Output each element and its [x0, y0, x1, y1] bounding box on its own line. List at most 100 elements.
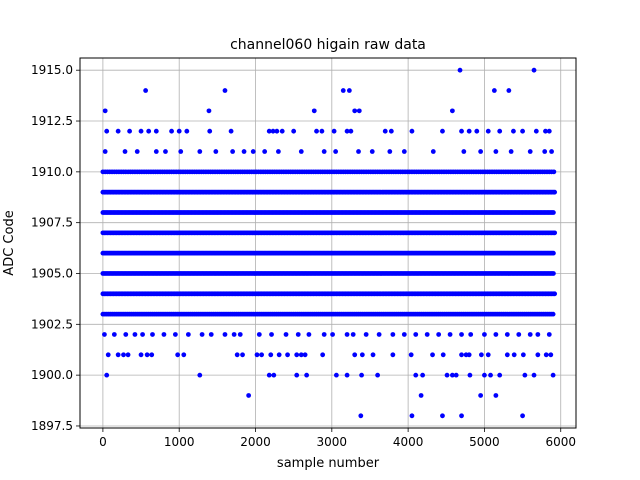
data-point: [132, 332, 138, 337]
data-point: [127, 128, 132, 134]
data-point: [390, 332, 396, 337]
data-point: [493, 149, 499, 154]
data-point: [548, 352, 554, 358]
data-point: [115, 128, 121, 134]
data-point: [208, 332, 214, 337]
data-point: [531, 372, 537, 378]
data-point: [298, 352, 304, 358]
data-point: [333, 149, 339, 154]
data-point: [550, 311, 556, 317]
data-point: [552, 189, 558, 195]
data-point: [522, 372, 528, 378]
data-point: [228, 128, 234, 134]
y-tick-label: 1907.5: [31, 216, 73, 230]
data-point: [520, 413, 525, 419]
data-point: [382, 128, 388, 134]
data-point: [206, 108, 212, 114]
x-tick-label: 4000: [393, 435, 424, 449]
data-point: [478, 393, 484, 398]
data-point: [266, 128, 272, 134]
data-point: [356, 108, 362, 114]
data-point: [527, 332, 533, 337]
data-point: [440, 128, 445, 134]
data-point: [457, 67, 463, 73]
data-point: [344, 128, 350, 134]
data-point: [222, 88, 228, 93]
data-point: [161, 332, 167, 337]
data-point: [175, 352, 181, 358]
x-tick-label: 5000: [469, 435, 500, 449]
data-point: [163, 149, 168, 154]
data-point: [482, 332, 487, 337]
data-point: [237, 332, 243, 337]
data-point: [436, 332, 442, 337]
data-point: [551, 169, 557, 175]
data-point: [102, 149, 108, 154]
data-point: [401, 332, 407, 337]
data-point: [516, 332, 522, 337]
data-point: [358, 413, 364, 419]
data-point: [304, 372, 310, 378]
y-tick-label: 1902.5: [31, 317, 73, 331]
y-axis-label: ADC Code: [2, 210, 17, 275]
data-point: [449, 372, 455, 378]
data-point: [527, 149, 533, 154]
data-point: [531, 67, 537, 73]
data-point: [181, 352, 187, 358]
data-point: [352, 108, 358, 114]
data-point: [511, 352, 517, 358]
data-point: [424, 332, 430, 337]
data-point: [493, 332, 499, 337]
data-point: [268, 352, 274, 358]
data-point: [102, 332, 107, 337]
x-tick-label: 3000: [317, 435, 348, 449]
data-point: [104, 372, 110, 378]
data-point: [459, 332, 464, 337]
data-point: [453, 372, 459, 378]
data-point: [185, 332, 191, 337]
data-point: [413, 372, 419, 378]
data-point: [543, 352, 549, 358]
data-point: [359, 352, 365, 358]
data-point: [390, 352, 396, 358]
data-point: [340, 88, 346, 93]
data-point: [497, 372, 503, 378]
data-point: [369, 149, 375, 154]
data-point: [533, 128, 539, 134]
data-point: [444, 372, 450, 378]
data-point: [298, 149, 304, 154]
data-point: [344, 372, 350, 378]
data-point: [497, 128, 503, 134]
data-point: [143, 88, 149, 93]
plot-area-frame: [79, 57, 577, 429]
data-point: [520, 352, 526, 358]
data-point: [348, 128, 354, 134]
data-point: [506, 88, 512, 93]
data-point: [420, 372, 426, 378]
x-tick-label: 6000: [545, 435, 576, 449]
data-point: [543, 128, 548, 134]
data-point: [197, 149, 203, 154]
data-point: [276, 352, 282, 358]
data-point: [459, 352, 464, 358]
data-point: [440, 413, 445, 419]
data-point: [550, 372, 556, 378]
data-point: [320, 352, 326, 358]
data-point: [314, 128, 319, 134]
data-point: [478, 149, 484, 154]
data-points: [100, 67, 558, 419]
data-point: [102, 108, 108, 114]
data-point: [447, 332, 453, 337]
data-point: [230, 149, 236, 154]
data-point: [535, 352, 541, 358]
data-point: [370, 352, 376, 358]
data-point: [115, 352, 121, 358]
data-point: [468, 332, 474, 337]
data-point: [488, 372, 493, 378]
data-point: [105, 352, 111, 358]
y-tick-label: 1897.5: [31, 419, 73, 433]
data-point: [430, 149, 436, 154]
y-tick-label: 1910.0: [31, 165, 73, 179]
data-point: [511, 128, 516, 134]
